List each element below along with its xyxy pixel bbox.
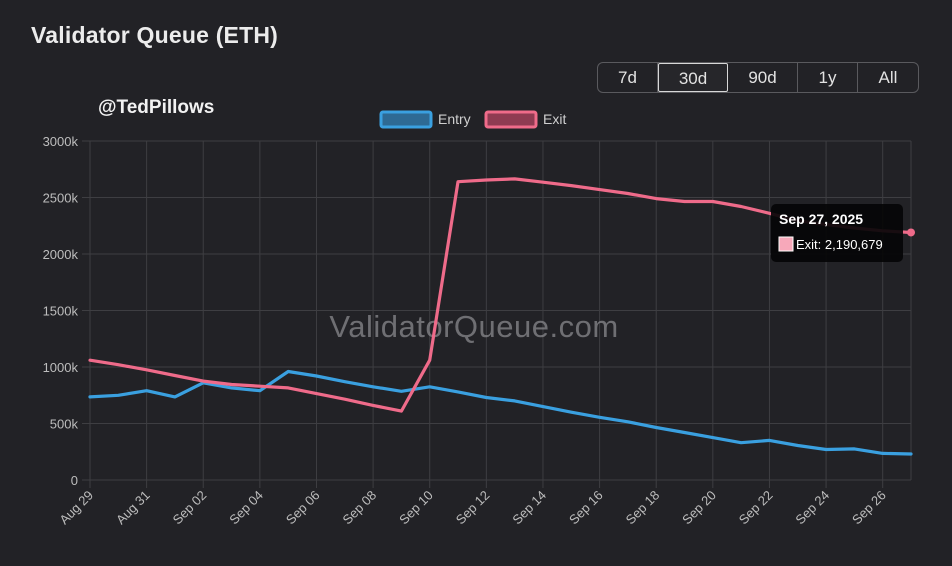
x-tick-label: Sep 08 — [339, 488, 379, 528]
x-tick-label: Sep 12 — [453, 488, 493, 528]
data-point-entry[interactable] — [710, 435, 715, 440]
data-point-exit[interactable] — [710, 199, 715, 204]
range-selector: 7d 30d 90d 1y All — [597, 62, 919, 93]
x-tick-label: Sep 14 — [509, 488, 549, 528]
chart-legend[interactable]: Entry Exit — [379, 110, 566, 129]
hover-point[interactable] — [907, 228, 915, 237]
data-point-entry[interactable] — [767, 438, 772, 443]
range-button-30d[interactable]: 30d — [658, 63, 728, 92]
y-tick-label: 1000k — [43, 360, 79, 375]
data-point-entry[interactable] — [257, 388, 262, 393]
y-tick-label: 500k — [50, 417, 79, 432]
data-point-exit[interactable] — [88, 358, 93, 363]
x-axis: Aug 29 Aug 31 Sep 02 Sep 04 Sep 06 Sep 08 Sep … — [56, 488, 888, 528]
x-tick-label: Sep 18 — [623, 488, 663, 528]
x-tick-label: Aug 31 — [113, 488, 153, 528]
data-point-entry[interactable] — [399, 389, 404, 394]
data-point-exit[interactable] — [201, 379, 206, 384]
x-tick-label: Sep 02 — [170, 488, 210, 528]
x-tick-label: Sep 24 — [792, 488, 832, 528]
data-point-exit[interactable] — [342, 397, 347, 402]
data-point-exit[interactable] — [399, 409, 404, 414]
data-point-entry[interactable] — [427, 384, 432, 389]
range-button-all[interactable]: All — [878, 68, 898, 87]
data-point-entry[interactable] — [739, 440, 744, 445]
data-point-exit[interactable] — [512, 176, 517, 181]
data-point-exit[interactable] — [144, 367, 149, 372]
data-point-exit[interactable] — [116, 362, 121, 367]
range-button-1y[interactable]: 1y — [798, 63, 858, 92]
data-point-exit[interactable] — [257, 384, 262, 389]
legend-label-exit[interactable]: Exit — [543, 111, 566, 127]
range-button-7d[interactable]: 7d — [598, 63, 658, 92]
data-point-exit[interactable] — [371, 403, 376, 408]
y-tick-label: 0 — [71, 473, 78, 488]
x-tick-label: Sep 10 — [396, 488, 436, 528]
y-tick-label: 2500k — [43, 191, 79, 206]
data-point-entry[interactable] — [909, 452, 914, 457]
watermark-handle: @TedPillows — [98, 97, 214, 118]
data-point-exit[interactable] — [427, 358, 432, 363]
data-point-exit[interactable] — [541, 180, 546, 185]
x-tick-label: Sep 26 — [849, 488, 889, 528]
data-point-exit[interactable] — [569, 183, 574, 188]
data-point-exit[interactable] — [484, 178, 489, 183]
data-point-entry[interactable] — [116, 393, 121, 398]
y-tick-label: 3000k — [43, 134, 79, 149]
tooltip-body: Exit: 2,190,679 — [796, 237, 883, 252]
legend-swatch-entry[interactable] — [379, 110, 433, 129]
tooltip-background — [771, 204, 903, 262]
data-point-entry[interactable] — [880, 451, 885, 456]
legend-swatch-exit[interactable] — [484, 110, 538, 129]
data-point-entry[interactable] — [597, 415, 602, 420]
data-point-exit[interactable] — [739, 204, 744, 209]
data-point-exit[interactable] — [682, 199, 687, 204]
data-point-exit[interactable] — [314, 391, 319, 396]
data-point-entry[interactable] — [172, 394, 177, 399]
data-point-exit[interactable] — [172, 373, 177, 378]
data-point-exit[interactable] — [597, 187, 602, 192]
data-point-entry[interactable] — [286, 369, 291, 374]
x-tick-label: Sep 06 — [283, 488, 323, 528]
page-title: Validator Queue (ETH) — [31, 22, 279, 48]
data-point-entry[interactable] — [852, 446, 857, 451]
data-point-exit[interactable] — [625, 191, 630, 196]
data-point-exit[interactable] — [286, 385, 291, 390]
data-point-entry[interactable] — [456, 389, 461, 394]
data-point-entry[interactable] — [484, 395, 489, 400]
data-point-entry[interactable] — [342, 379, 347, 384]
data-point-entry[interactable] — [88, 394, 93, 399]
data-point-exit[interactable] — [229, 382, 234, 387]
x-tick-label: Sep 20 — [679, 488, 719, 528]
watermark-site: ValidatorQueue.com — [329, 309, 618, 344]
data-point-entry[interactable] — [371, 384, 376, 389]
data-point-entry[interactable] — [569, 410, 574, 415]
data-point-exit[interactable] — [654, 196, 659, 201]
x-tick-label: Aug 29 — [56, 488, 96, 528]
data-point-entry[interactable] — [541, 404, 546, 409]
data-point-entry[interactable] — [314, 374, 319, 379]
data-point-entry[interactable] — [795, 443, 800, 448]
data-point-entry[interactable] — [625, 419, 630, 424]
y-tick-label: 1500k — [43, 304, 79, 319]
x-tick-label: Sep 22 — [736, 488, 776, 528]
data-point-entry[interactable] — [654, 425, 659, 430]
x-tick-label: Sep 16 — [566, 488, 606, 528]
range-button-90d[interactable]: 90d — [728, 63, 798, 92]
data-point-entry[interactable] — [144, 388, 149, 393]
y-axis: 0 500k 1000k 1500k 2000k 2500k 3000k — [43, 134, 79, 488]
x-tick-label: Sep 04 — [226, 488, 266, 528]
data-point-entry[interactable] — [682, 430, 687, 435]
data-point-entry[interactable] — [824, 447, 829, 452]
tooltip-title: Sep 27, 2025 — [779, 211, 863, 227]
chart-tooltip: Sep 27, 2025 Exit: 2,190,679 — [771, 204, 903, 262]
tooltip-swatch — [778, 236, 794, 252]
series-line-entry[interactable] — [88, 369, 913, 456]
legend-label-entry[interactable]: Entry — [438, 111, 471, 127]
data-point-entry[interactable] — [512, 398, 517, 403]
y-tick-label: 2000k — [43, 247, 79, 262]
data-point-exit[interactable] — [456, 179, 461, 184]
